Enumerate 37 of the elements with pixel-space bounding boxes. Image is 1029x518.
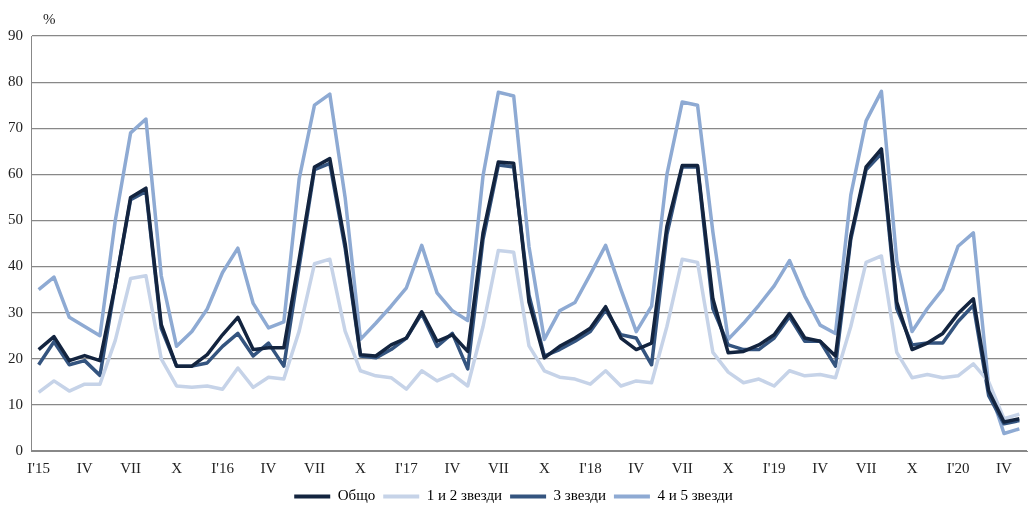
- y-tick-label: 60: [8, 165, 23, 182]
- x-tick-label: I'16: [211, 459, 235, 476]
- x-tick-label: VII: [671, 459, 693, 476]
- x-tick-label: I'20: [946, 459, 970, 476]
- legend-label: Общо: [337, 487, 376, 504]
- y-tick-label: 10: [8, 395, 23, 412]
- y-tick-label: 70: [8, 119, 23, 136]
- y-tick-label: 20: [8, 349, 23, 366]
- x-tick-label: I'19: [762, 459, 786, 476]
- x-tick-label: X: [355, 459, 367, 476]
- y-tick-label: 40: [8, 257, 23, 274]
- x-tick-label: IV: [812, 459, 829, 476]
- x-tick-label: IV: [260, 459, 277, 476]
- x-tick-label: I'15: [27, 459, 51, 476]
- x-tick-label: I'17: [395, 459, 419, 476]
- y-tick-label: 80: [8, 73, 23, 90]
- x-tick-label: VII: [855, 459, 877, 476]
- x-tick-label: IV: [444, 459, 461, 476]
- y-axis-title: %: [43, 11, 56, 28]
- legend-label: 4 и 5 звезди: [657, 487, 733, 504]
- y-tick-label: 30: [8, 303, 23, 320]
- x-tick-label: X: [722, 459, 734, 476]
- legend-label: 3 звезди: [553, 487, 606, 504]
- x-tick-label: VII: [487, 459, 509, 476]
- x-tick-label: X: [171, 459, 183, 476]
- x-tick-label: VII: [304, 459, 325, 476]
- y-tick-label: 50: [8, 211, 23, 228]
- y-tick-label: 90: [8, 26, 23, 43]
- legend-label: 1 и 2 звезди: [426, 487, 503, 504]
- x-tick-label: X: [538, 459, 550, 476]
- x-tick-label: IV: [996, 459, 1013, 476]
- y-tick-label: 0: [15, 441, 23, 458]
- x-tick-label: X: [906, 459, 918, 476]
- x-tick-label: IV: [628, 459, 645, 476]
- x-tick-label: IV: [76, 459, 93, 476]
- x-tick-label: VII: [120, 459, 142, 476]
- x-tick-label: I'18: [578, 459, 602, 476]
